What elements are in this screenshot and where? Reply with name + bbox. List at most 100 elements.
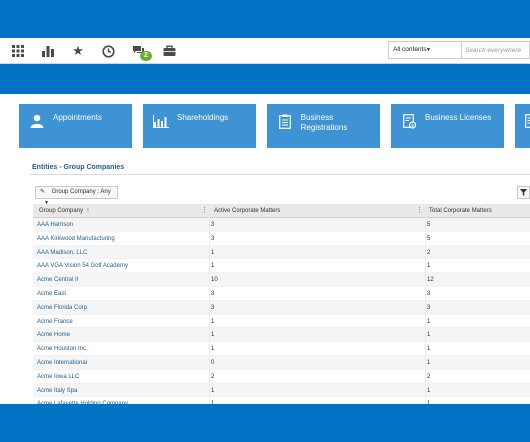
tile-appointments[interactable]: Appointments xyxy=(19,104,132,148)
active-matters-cell: 10 xyxy=(211,277,218,284)
table-row[interactable]: AAA VGA Vision 54 Golf Academy 1 1 xyxy=(33,259,530,274)
main-content: Appointments Shareholdings Business Regi… xyxy=(0,94,530,404)
column-divider xyxy=(425,204,426,404)
star-icon[interactable]: ★ xyxy=(72,43,84,58)
group-company-link[interactable]: Acme Central II xyxy=(37,277,79,284)
total-matters-cell: 3 xyxy=(427,304,431,311)
chat-count-badge: 2 xyxy=(140,51,152,61)
table-row[interactable]: AAA Madison, LLC 1 2 xyxy=(33,245,530,260)
tile-label: Appointments xyxy=(53,113,102,122)
group-company-link[interactable]: Acme International xyxy=(37,359,88,366)
column-divider xyxy=(209,204,210,404)
group-company-link[interactable]: Acme Lafayette Holding Company xyxy=(37,401,128,404)
column-menu-icon[interactable]: ⋮ xyxy=(201,207,208,214)
sort-asc-icon: ↑ xyxy=(86,208,90,214)
table-row[interactable]: Acme Central II 10 12 xyxy=(33,273,530,287)
group-company-link[interactable]: Acme Italy Spa xyxy=(37,387,78,394)
group-company-link[interactable]: AAA Harrison xyxy=(37,222,74,228)
group-company-link[interactable]: AAA VGA Vision 54 Golf Academy xyxy=(37,263,128,270)
group-company-filter[interactable]: ✎ Group Company : Any ▼ xyxy=(35,186,118,206)
active-matters-cell: 1 xyxy=(211,332,215,339)
total-matters-cell: 3 xyxy=(427,290,431,297)
table-row[interactable]: Acme Italy Spa 1 1 xyxy=(33,383,530,398)
group-company-link[interactable]: Acme East xyxy=(37,290,67,297)
person-icon xyxy=(29,113,45,129)
active-matters-cell: 3 xyxy=(211,304,215,311)
group-company-link[interactable]: Acme Florida Corp. xyxy=(37,304,89,311)
active-matters-cell: 2 xyxy=(211,373,215,380)
total-matters-cell: 2 xyxy=(427,249,431,256)
active-matters-cell: 1 xyxy=(211,387,215,394)
tile-label: Business Licenses xyxy=(425,113,492,122)
tile-more[interactable] xyxy=(515,104,530,148)
table-row[interactable]: AAA Harrison 3 5 xyxy=(33,218,530,232)
active-matters-cell: 0 xyxy=(211,359,215,366)
bottom-banner xyxy=(0,404,530,442)
column-header-group-company[interactable]: Group Company ↑ xyxy=(39,208,90,214)
column-header-active[interactable]: Active Corporate Matters xyxy=(214,208,281,214)
table-row[interactable]: Acme Lafayette Holding Company 1 1 xyxy=(33,397,530,404)
active-matters-cell: 3 xyxy=(211,222,215,228)
group-company-link[interactable]: Acme Home xyxy=(37,332,71,339)
header-band xyxy=(0,64,530,94)
chart-icon xyxy=(153,113,169,129)
apps-grid-icon[interactable] xyxy=(10,43,26,59)
column-header-total[interactable]: Total Corporate Matters xyxy=(429,208,492,214)
briefcase-icon[interactable] xyxy=(161,43,177,59)
caret-down-icon: ▼ xyxy=(44,200,49,206)
total-matters-cell: 2 xyxy=(427,373,431,380)
total-matters-cell: 5 xyxy=(427,235,431,242)
total-matters-cell: 1 xyxy=(427,387,431,394)
grid-body: AAA Harrison 3 5 AAA Kirkwood Manufacturing… xyxy=(33,218,530,404)
table-row[interactable]: Acme Iowa LLC 2 2 xyxy=(33,370,530,384)
clipboard-icon xyxy=(277,113,293,129)
clock-icon[interactable] xyxy=(100,43,116,59)
search-scope-dropdown[interactable]: All contents ▼ xyxy=(388,41,462,59)
active-matters-cell: 1 xyxy=(211,318,215,325)
total-matters-cell: 12 xyxy=(427,277,434,284)
divider xyxy=(30,174,530,175)
table-row[interactable]: Acme East 3 3 xyxy=(33,287,530,301)
search-scope-label: All contents xyxy=(393,46,427,53)
group-company-link[interactable]: Acme Iowa LLC xyxy=(37,373,80,380)
column-menu-icon[interactable]: ⋮ xyxy=(416,207,423,214)
table-row[interactable]: Acme Houston Inc. 1 1 xyxy=(33,342,530,356)
tile-shareholdings[interactable]: Shareholdings xyxy=(143,104,256,148)
top-banner xyxy=(0,0,530,38)
table-row[interactable]: Acme Florida Corp. 3 3 xyxy=(33,300,530,315)
search-input[interactable] xyxy=(462,41,530,59)
tile-business-licenses[interactable]: $ Business Licenses xyxy=(391,104,504,148)
svg-text:$: $ xyxy=(411,122,414,127)
table-row[interactable]: Acme Home 1 1 xyxy=(33,328,530,343)
active-matters-cell: 3 xyxy=(211,235,215,242)
active-matters-cell: 1 xyxy=(211,346,215,353)
active-matters-cell: 1 xyxy=(211,263,215,270)
table-row[interactable]: Acme International 0 1 xyxy=(33,355,530,370)
total-matters-cell: 1 xyxy=(427,332,431,339)
total-matters-cell: 5 xyxy=(427,222,431,228)
total-matters-cell: 1 xyxy=(427,359,431,366)
bar-chart-icon[interactable] xyxy=(40,43,56,59)
tile-label: Business Registrations xyxy=(300,113,348,132)
section-title: Entities - Group Companies xyxy=(32,164,125,171)
active-matters-cell: 1 xyxy=(211,401,214,404)
caret-down-icon: ▼ xyxy=(426,47,431,53)
total-matters-cell: 1 xyxy=(427,263,431,270)
total-matters-cell: 1 xyxy=(427,346,431,353)
total-matters-cell: 1 xyxy=(427,401,430,404)
filter-label: Group Company : Any xyxy=(51,189,111,195)
grid-header: Group Company ↑ ⋮ Active Corporate Matte… xyxy=(33,204,530,218)
group-company-link[interactable]: AAA Madison, LLC xyxy=(37,249,88,256)
group-company-link[interactable]: Acme France xyxy=(37,318,73,325)
eraser-icon: ✎ xyxy=(40,189,46,195)
group-company-link[interactable]: AAA Kirkwood Manufacturing xyxy=(37,235,115,242)
active-matters-cell: 1 xyxy=(211,249,215,256)
group-company-link[interactable]: Acme Houston Inc. xyxy=(37,346,88,353)
table-row[interactable]: AAA Kirkwood Manufacturing 3 5 xyxy=(33,232,530,246)
group-companies-grid: Group Company ↑ ⋮ Active Corporate Matte… xyxy=(33,204,530,404)
tile-business-registrations[interactable]: Business Registrations xyxy=(267,104,380,148)
table-row[interactable]: Acme France 1 1 xyxy=(33,315,530,329)
tile-label: Shareholdings xyxy=(177,113,229,122)
active-matters-cell: 3 xyxy=(211,290,215,297)
filter-funnel-icon[interactable] xyxy=(517,186,530,199)
